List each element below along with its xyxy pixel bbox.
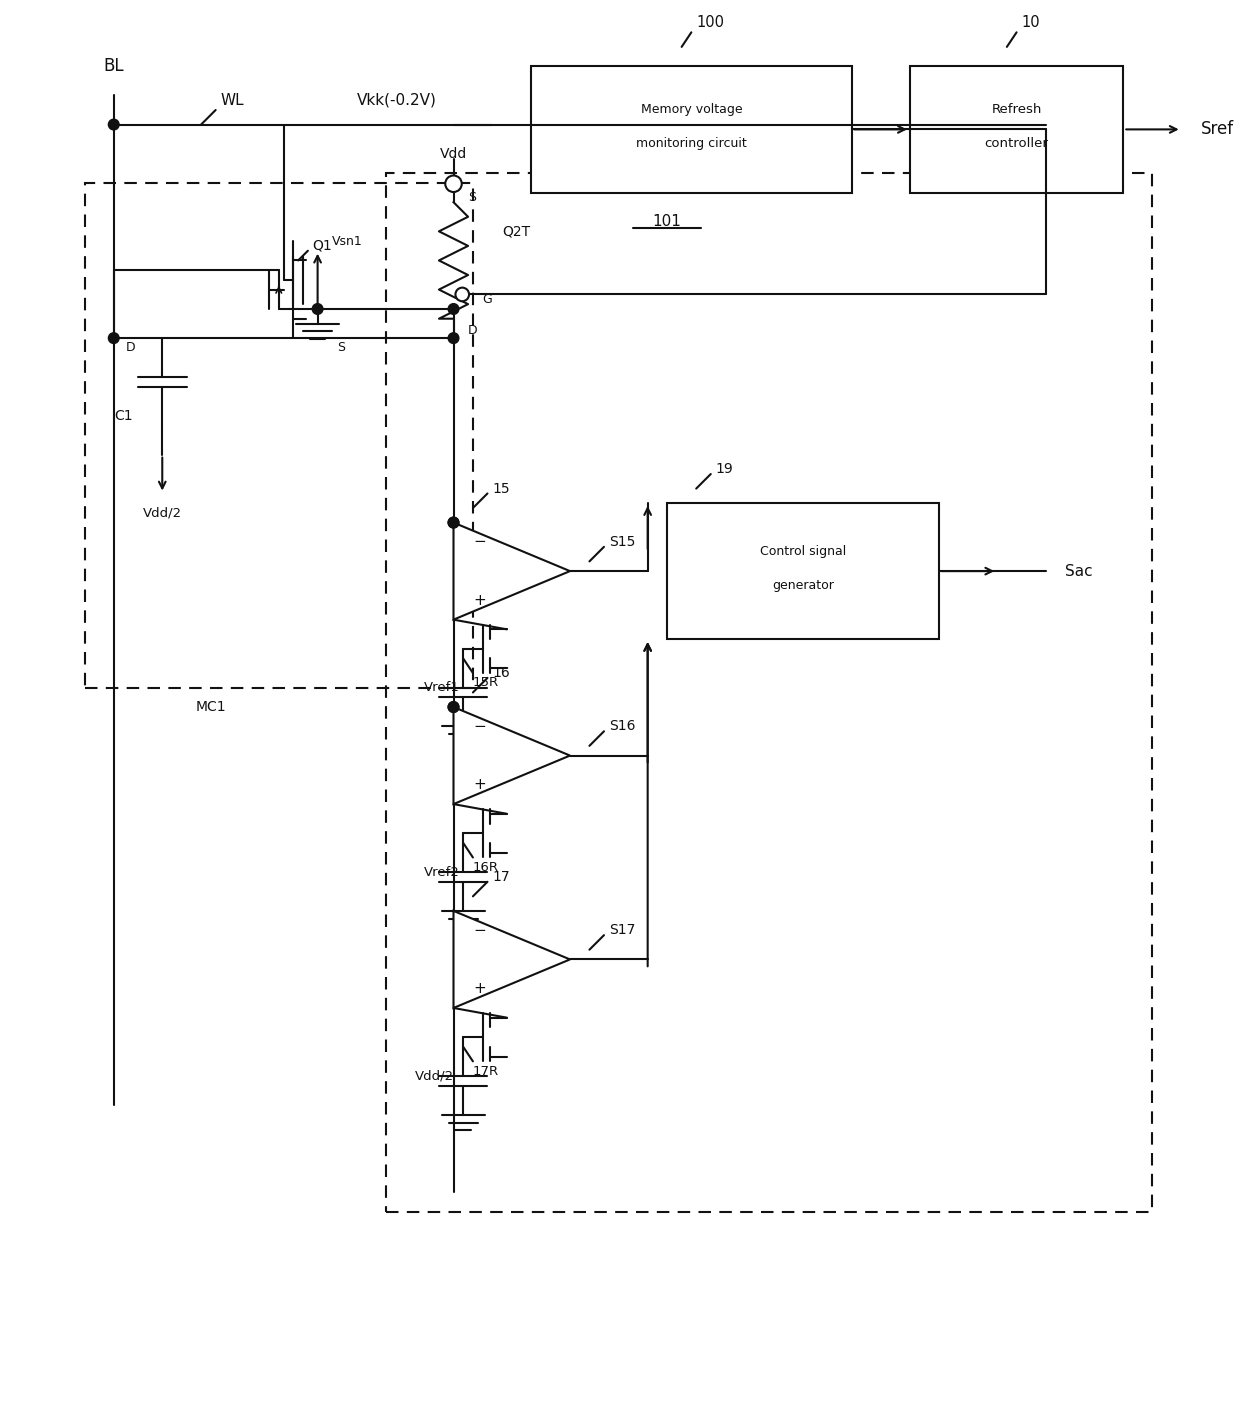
Text: MC1: MC1 [196, 700, 226, 714]
Text: Q2T: Q2T [502, 225, 531, 239]
Circle shape [448, 304, 459, 315]
Text: Vdd: Vdd [440, 147, 467, 161]
Circle shape [445, 175, 461, 192]
Text: 10: 10 [1022, 16, 1040, 30]
Text: Q1: Q1 [312, 239, 332, 253]
Text: monitoring circuit: monitoring circuit [636, 137, 746, 151]
Circle shape [448, 333, 459, 343]
Text: +: + [472, 593, 486, 607]
Text: S: S [337, 342, 345, 354]
Circle shape [448, 702, 459, 713]
Text: −: − [472, 719, 486, 734]
Polygon shape [454, 522, 570, 620]
Text: 16: 16 [492, 666, 510, 681]
Circle shape [108, 333, 119, 343]
Text: controller: controller [985, 137, 1049, 151]
Text: Vref1: Vref1 [424, 681, 460, 695]
Text: Vkk(-0.2V): Vkk(-0.2V) [356, 93, 436, 107]
Text: S17: S17 [609, 923, 635, 938]
Text: D: D [467, 323, 477, 337]
Text: 100: 100 [696, 16, 724, 30]
Text: Sref: Sref [1202, 120, 1234, 138]
Text: WL: WL [221, 93, 244, 107]
Text: 15: 15 [492, 481, 510, 496]
Text: Vdd/2: Vdd/2 [414, 1069, 454, 1083]
Text: 15R: 15R [472, 676, 498, 689]
Circle shape [448, 517, 459, 528]
Circle shape [448, 517, 459, 528]
Text: −: − [472, 923, 486, 938]
Circle shape [312, 304, 322, 315]
Text: Control signal: Control signal [760, 545, 846, 558]
Circle shape [455, 288, 469, 301]
Bar [667, 503, 939, 640]
Text: −: − [472, 535, 486, 549]
Text: S16: S16 [609, 720, 635, 733]
Text: S15: S15 [609, 535, 635, 549]
Text: Vref2: Vref2 [424, 866, 460, 878]
Text: G: G [482, 292, 492, 306]
Text: Sac: Sac [1065, 563, 1092, 579]
Text: 19: 19 [715, 462, 733, 476]
Text: S: S [467, 191, 476, 203]
Bar [386, 174, 1152, 1211]
Text: C1: C1 [114, 409, 133, 422]
Text: Refresh: Refresh [992, 103, 1042, 116]
Circle shape [448, 702, 459, 713]
Text: 17R: 17R [472, 1065, 498, 1077]
Text: BL: BL [103, 58, 124, 75]
Text: D: D [125, 342, 135, 354]
Text: generator: generator [773, 579, 835, 592]
Polygon shape [454, 911, 570, 1008]
Text: Memory voltage: Memory voltage [641, 103, 743, 116]
Text: +: + [472, 981, 486, 995]
Text: 17: 17 [492, 870, 510, 884]
Text: 101: 101 [652, 215, 682, 229]
Polygon shape [454, 707, 570, 803]
Text: Vdd/2: Vdd/2 [143, 507, 182, 520]
Bar [84, 182, 472, 688]
Text: +: + [472, 777, 486, 792]
Text: 16R: 16R [472, 861, 498, 874]
Text: Vsn1: Vsn1 [332, 234, 363, 247]
Circle shape [108, 119, 119, 130]
Bar [531, 66, 852, 192]
Bar [910, 66, 1123, 192]
